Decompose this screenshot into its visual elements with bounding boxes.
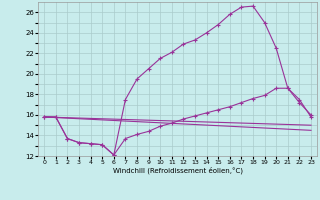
X-axis label: Windchill (Refroidissement éolien,°C): Windchill (Refroidissement éolien,°C) bbox=[113, 167, 243, 174]
